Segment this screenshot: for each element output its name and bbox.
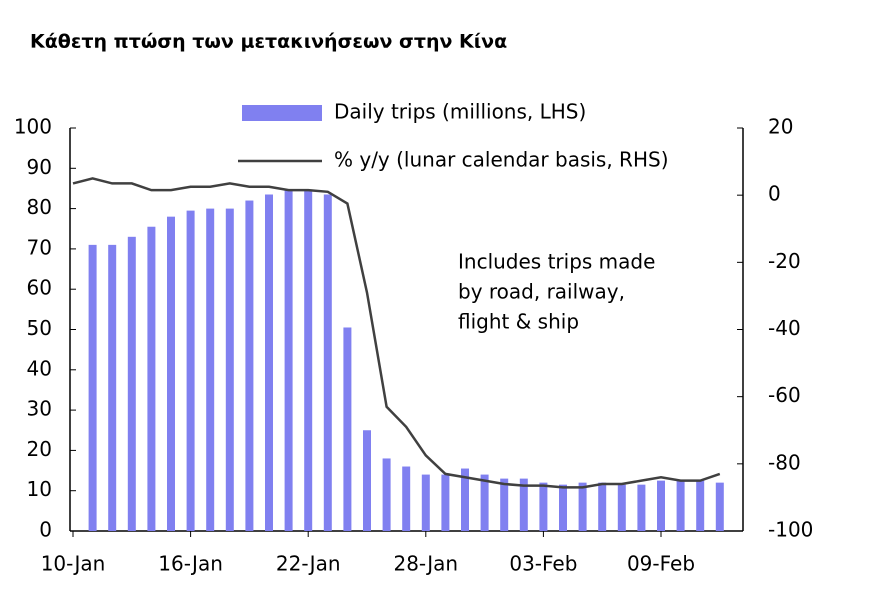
bar bbox=[598, 482, 607, 531]
x-tick-label: 28-Jan bbox=[393, 552, 458, 576]
bar bbox=[245, 200, 254, 532]
x-tick-label: 09-Feb bbox=[627, 552, 695, 576]
y-tick-label: 30 bbox=[27, 397, 52, 421]
bar bbox=[147, 226, 156, 532]
y2-tick-label: -20 bbox=[768, 249, 801, 273]
bar bbox=[421, 474, 430, 531]
bar bbox=[402, 466, 411, 531]
bar bbox=[500, 478, 509, 531]
bar bbox=[323, 194, 332, 531]
x-tick-label: 16-Jan bbox=[158, 552, 223, 576]
bar bbox=[88, 244, 97, 531]
x-tick-label: 22-Jan bbox=[276, 552, 341, 576]
bar bbox=[617, 484, 626, 531]
legend-swatch bbox=[242, 105, 322, 121]
bar bbox=[284, 190, 293, 531]
bar bbox=[559, 484, 567, 531]
bar bbox=[363, 430, 371, 531]
y-tick-label: 80 bbox=[27, 195, 52, 219]
y-tick-label: 50 bbox=[27, 316, 52, 340]
annotation: Includes trips made bbox=[458, 250, 655, 274]
y-tick-label: 40 bbox=[27, 356, 52, 380]
bar bbox=[127, 236, 136, 531]
annotation: flight & ship bbox=[458, 310, 579, 334]
y2-tick-label: -80 bbox=[768, 450, 801, 474]
bar bbox=[167, 216, 175, 531]
y-tick-label: 100 bbox=[14, 115, 52, 139]
bar bbox=[382, 458, 391, 531]
chart-title: Κάθετη πτώση των μετακινήσεων στην Κίνα bbox=[30, 31, 507, 53]
bar bbox=[441, 474, 450, 531]
y2-tick-label: -60 bbox=[768, 383, 801, 407]
bar bbox=[578, 482, 587, 531]
bar bbox=[676, 480, 685, 531]
bar bbox=[539, 482, 548, 531]
bar bbox=[657, 480, 665, 531]
y-tick-label: 0 bbox=[39, 518, 52, 542]
bar bbox=[108, 244, 117, 531]
bar bbox=[519, 478, 528, 531]
bar bbox=[343, 327, 352, 531]
bar bbox=[206, 208, 215, 531]
y-tick-label: 20 bbox=[27, 437, 52, 461]
legend-label: Daily trips (millions, LHS) bbox=[334, 100, 586, 124]
y-tick-label: 90 bbox=[27, 155, 52, 179]
bar bbox=[186, 210, 195, 532]
y-tick-label: 10 bbox=[27, 477, 52, 501]
x-tick-label: 03-Feb bbox=[509, 552, 577, 576]
bar bbox=[480, 474, 489, 531]
bar bbox=[696, 480, 705, 531]
bar bbox=[225, 208, 234, 531]
y-tick-label: 60 bbox=[27, 276, 52, 300]
y2-tick-label: 20 bbox=[768, 115, 793, 139]
y2-tick-label: -100 bbox=[768, 518, 813, 542]
bar bbox=[304, 190, 313, 531]
line bbox=[72, 177, 721, 489]
bar bbox=[715, 482, 724, 531]
bar bbox=[637, 484, 646, 531]
y2-tick-label: 0 bbox=[768, 182, 781, 206]
y-tick-label: 70 bbox=[27, 235, 52, 259]
annotation: by road, railway, bbox=[458, 280, 625, 304]
y2-tick-label: -40 bbox=[768, 316, 801, 340]
bar bbox=[461, 468, 469, 531]
legend-label: % y/y (lunar calendar basis, RHS) bbox=[334, 148, 669, 172]
x-tick-label: 10-Jan bbox=[41, 552, 106, 576]
bar bbox=[265, 194, 273, 531]
